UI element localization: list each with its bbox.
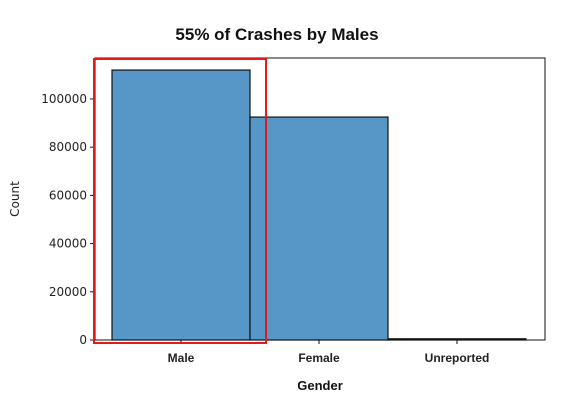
bars xyxy=(111,69,527,341)
male-highlight-box xyxy=(93,58,267,344)
y-tick-label: 40000 xyxy=(49,237,87,251)
y-axis-label: Count xyxy=(8,181,22,217)
y-axis-ticks: 0 20000 40000 60000 80000 100000 xyxy=(41,92,95,347)
x-axis-label: Gender xyxy=(297,378,343,393)
y-tick-label: 100000 xyxy=(41,92,87,106)
y-tick-label: 80000 xyxy=(49,140,87,154)
bar-female xyxy=(249,116,389,341)
x-tick-label-male: Male xyxy=(168,351,195,365)
x-tick-label-unreported: Unreported xyxy=(425,351,490,365)
y-tick-label: 60000 xyxy=(49,188,87,202)
y-tick-label: 20000 xyxy=(49,285,87,299)
y-tick-label: 0 xyxy=(79,333,87,347)
x-tick-label-female: Female xyxy=(298,351,340,365)
x-axis-ticks: Male Female Unreported xyxy=(168,340,490,365)
chart-title: 55% of Crashes by Males xyxy=(175,25,378,44)
bar-male xyxy=(111,69,251,341)
